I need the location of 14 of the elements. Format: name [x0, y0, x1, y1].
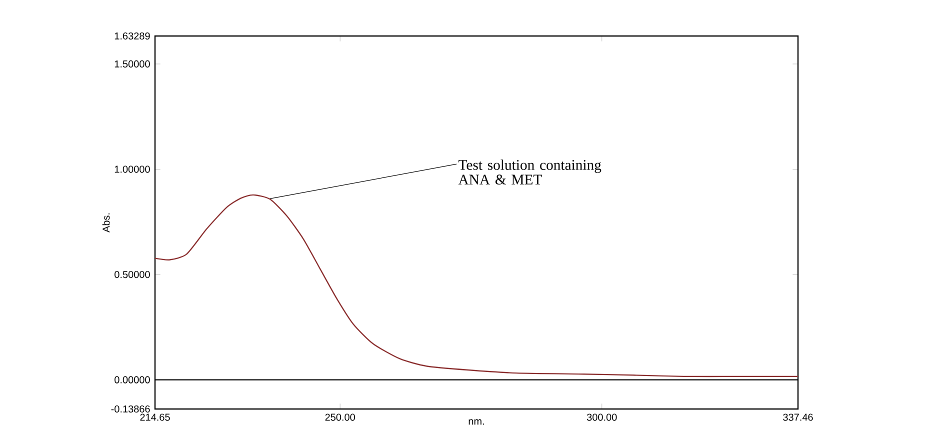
y-tick-label: 0.00000: [114, 376, 150, 384]
y-axis-title: Abs.: [102, 213, 110, 232]
x-axis-title: nm.: [468, 419, 484, 425]
line-series: [154, 194, 799, 378]
x-tick-label: 214.65: [140, 414, 170, 421]
x-tick-label: 337.46: [783, 414, 813, 421]
y-tick-label: 0.50000: [114, 270, 150, 278]
y-tick-label: 1.50000: [114, 60, 150, 68]
x-tick-label: 250.00: [325, 414, 355, 421]
y-tick-label: 1.63289: [114, 32, 150, 40]
x-tick-label: 300.00: [586, 414, 617, 421]
y-tick-label: -0.13866: [111, 405, 150, 413]
annotation: Test solution containing ANA & MET: [458, 160, 602, 185]
y-tick-label: 1.00000: [114, 166, 150, 173]
